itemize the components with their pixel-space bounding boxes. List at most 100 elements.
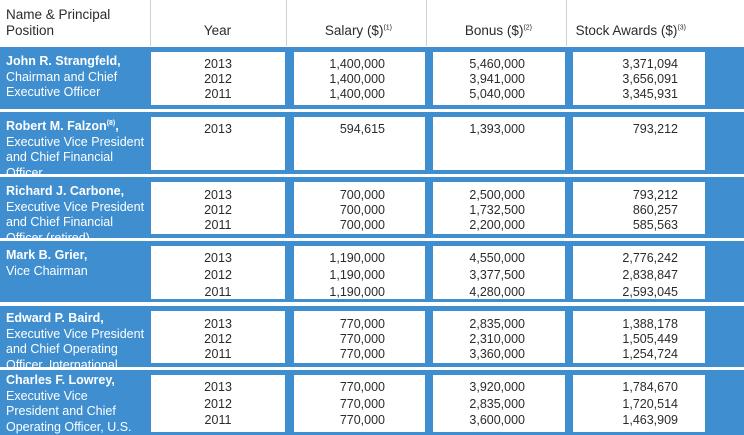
header-stock-awards: Stock Awards ($)(3) [575, 23, 686, 38]
executive-title: Chairman and Chief Executive Officer [6, 69, 118, 100]
salary-value: 770,000 [339, 347, 385, 361]
header-divider [150, 0, 151, 46]
year-value: 2011 [204, 413, 232, 427]
bonus-value: 2,835,000 [469, 396, 525, 411]
table-header: Name & Principal Position Year Salary ($… [0, 0, 744, 46]
table-row: Mark B. Grier, Vice Chairman 2013 2012 2… [0, 241, 744, 302]
header-bonus: Bonus ($)(2) [464, 23, 532, 38]
bonus-value: 3,941,000 [469, 72, 525, 86]
stock-awards-value: 1,254,724 [622, 347, 678, 361]
table-row: Robert M. Falzon(8), Executive Vice Pres… [0, 112, 744, 180]
salary-value: 1,400,000 [329, 57, 385, 71]
stock-awards-cell: 793,212 860,257 585,563 [573, 182, 705, 234]
bonus-value: 2,500,000 [469, 188, 525, 202]
year-value: 2012 [204, 72, 232, 86]
table-row: John R. Strangfeld, Chairman and Chief E… [0, 47, 744, 109]
bonus-cell: 3,920,000 2,835,000 3,600,000 [433, 375, 565, 432]
bonus-cell: 4,550,000 3,377,500 4,280,000 [433, 246, 565, 299]
table-row: Richard J. Carbone, Executive Vice Presi… [0, 177, 744, 245]
salary-value: 1,400,000 [329, 87, 385, 101]
bonus-value: 4,280,000 [469, 285, 525, 299]
header-year: Year [203, 23, 232, 38]
year-cell: 2013 2012 2011 [151, 375, 285, 432]
stock-awards-value: 793,212 [632, 122, 678, 136]
bonus-value: 3,377,500 [469, 268, 525, 282]
year-value: 2013 [204, 251, 232, 265]
stock-awards-value: 3,345,931 [622, 87, 678, 101]
year-cell: 2013 2012 2011 [151, 311, 285, 363]
salary-value: 1,190,000 [329, 285, 385, 299]
salary-value: 770,000 [339, 396, 385, 411]
salary-value: 770,000 [339, 380, 385, 394]
salary-value: 700,000 [339, 188, 385, 202]
bonus-value: 3,360,000 [469, 347, 525, 361]
salary-value: 770,000 [339, 332, 385, 346]
stock-awards-value: 793,212 [632, 188, 678, 202]
executive-name: Mark B. Grier, [6, 248, 88, 262]
bonus-value: 5,040,000 [469, 87, 525, 101]
year-value: 2012 [204, 396, 232, 411]
salary-value: 770,000 [339, 317, 385, 331]
header-divider [286, 0, 287, 46]
bonus-value: 3,920,000 [469, 380, 525, 394]
executive-name-title: John R. Strangfeld, Chairman and Chief E… [6, 54, 150, 101]
stock-awards-value: 585,563 [632, 218, 678, 232]
stock-awards-value: 1,505,449 [622, 332, 678, 346]
salary-value: 1,190,000 [329, 268, 385, 282]
stock-awards-value: 2,776,242 [622, 251, 678, 265]
stock-awards-cell: 793,212 [573, 117, 705, 170]
executive-name: Edward P. Baird, [6, 311, 104, 325]
executive-title: Executive Vice President and Chief Finan… [6, 134, 145, 180]
stock-awards-cell: 2,776,242 2,838,847 2,593,045 [573, 246, 705, 299]
bonus-value: 2,310,000 [469, 332, 525, 346]
header-divider [426, 0, 427, 46]
year-value: 2011 [204, 285, 232, 299]
executive-name-title: Edward P. Baird, Executive Vice Presiden… [6, 311, 156, 389]
year-cell: 2013 2012 2011 [151, 52, 285, 105]
executive-title: Executive Vice President and Chief Opera… [6, 388, 132, 434]
stock-awards-value: 1,463,909 [622, 413, 678, 427]
salary-cell: 770,000 770,000 770,000 [294, 311, 425, 363]
stock-awards-value: 2,593,045 [622, 285, 678, 299]
salary-cell: 594,615 [294, 117, 425, 170]
stock-awards-value: 1,720,514 [622, 396, 678, 411]
bonus-cell: 5,460,000 3,941,000 5,040,000 [433, 52, 565, 105]
executive-title: Executive Vice President and Chief Finan… [6, 199, 145, 245]
year-cell: 2013 2012 2011 [151, 182, 285, 234]
year-cell: 2013 2012 2011 [151, 246, 285, 299]
salary-value: 1,190,000 [329, 251, 385, 265]
stock-awards-value: 1,388,178 [622, 317, 678, 331]
executive-name: Charles F. Lowrey, [6, 373, 115, 387]
executive-name: Richard J. Carbone, [6, 184, 125, 198]
salary-cell: 770,000 770,000 770,000 [294, 375, 425, 432]
year-cell: 2013 [151, 117, 285, 170]
stock-awards-cell: 1,784,670 1,720,514 1,463,909 [573, 375, 705, 432]
stock-awards-value: 3,371,094 [622, 57, 678, 71]
year-value: 2011 [204, 218, 232, 232]
bonus-value: 1,393,000 [469, 122, 525, 136]
bonus-value: 3,600,000 [469, 413, 525, 427]
bonus-value: 4,550,000 [469, 251, 525, 265]
stock-awards-cell: 3,371,094 3,656,091 3,345,931 [573, 52, 705, 105]
year-value: 2013 [204, 122, 232, 136]
year-value: 2013 [204, 188, 232, 202]
bonus-cell: 1,393,000 [433, 117, 565, 170]
year-value: 2013 [204, 57, 232, 71]
year-value: 2012 [204, 203, 232, 217]
table-row: Charles F. Lowrey, Executive Vice Presid… [0, 370, 744, 435]
executive-name: John R. Strangfeld, [6, 54, 121, 68]
stock-awards-value: 1,784,670 [622, 380, 678, 394]
salary-value: 594,615 [339, 122, 385, 136]
year-value: 2012 [204, 268, 232, 282]
table-row: Edward P. Baird, Executive Vice Presiden… [0, 306, 744, 387]
salary-value: 770,000 [339, 413, 385, 427]
stock-awards-cell: 1,388,178 1,505,449 1,254,724 [573, 311, 705, 363]
bonus-value: 2,200,000 [469, 218, 525, 232]
salary-value: 700,000 [339, 218, 385, 232]
bonus-cell: 2,500,000 1,732,500 2,200,000 [433, 182, 565, 234]
year-value: 2013 [204, 317, 232, 331]
stock-awards-value: 860,257 [632, 203, 678, 217]
stock-awards-value: 3,656,091 [622, 72, 678, 86]
salary-cell: 1,190,000 1,190,000 1,190,000 [294, 246, 425, 299]
